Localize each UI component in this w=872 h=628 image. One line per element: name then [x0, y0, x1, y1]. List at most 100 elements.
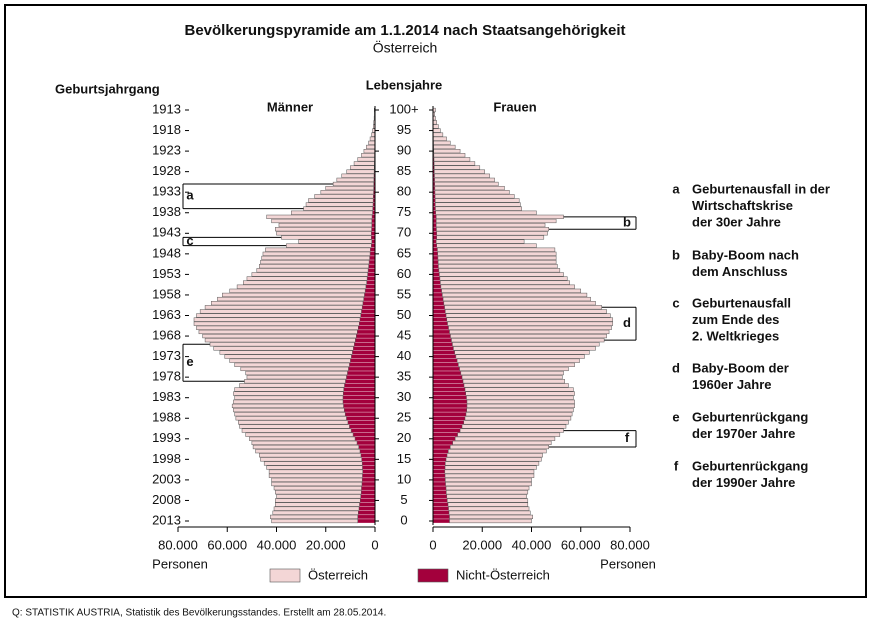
- bar: [262, 251, 371, 256]
- note-text: Geburtenausfall: [692, 295, 791, 310]
- y-tick-label: 90: [397, 143, 411, 158]
- bar: [234, 412, 346, 417]
- bar: [433, 252, 438, 256]
- bar: [372, 210, 375, 215]
- note-text: Wirtschaftskrise: [692, 198, 793, 213]
- bar: [433, 404, 467, 408]
- bar: [346, 375, 375, 379]
- bar: [435, 214, 564, 219]
- bar: [268, 469, 363, 474]
- bar: [251, 440, 358, 446]
- bar: [370, 252, 375, 256]
- bar: [445, 457, 542, 462]
- bar: [373, 186, 375, 190]
- bar: [433, 136, 447, 141]
- bar: [359, 321, 375, 326]
- bar: [362, 305, 375, 310]
- y2-tick-label: 1998: [152, 451, 181, 466]
- bar: [433, 313, 447, 318]
- bar: [359, 449, 375, 453]
- bar: [440, 280, 570, 285]
- bar: [451, 338, 605, 343]
- bar: [286, 243, 372, 248]
- y-tick-label: 5: [400, 492, 407, 507]
- bar: [345, 379, 375, 384]
- bar: [433, 424, 463, 429]
- bar: [350, 165, 375, 170]
- bar: [433, 288, 442, 293]
- bar: [229, 358, 351, 363]
- y-tick-label: 60: [397, 266, 411, 281]
- bar: [436, 243, 537, 248]
- bar: [349, 424, 375, 429]
- bar: [373, 202, 375, 207]
- y-tick-label: 75: [397, 204, 411, 219]
- note-text: Baby-Boom der: [692, 360, 789, 375]
- bar: [458, 362, 575, 367]
- note-letter: a: [672, 181, 680, 196]
- bar: [433, 198, 436, 203]
- bar: [437, 255, 557, 261]
- bar: [204, 338, 356, 343]
- bar: [463, 420, 569, 425]
- bar: [193, 317, 361, 322]
- bar: [433, 280, 441, 285]
- bar: [371, 243, 375, 248]
- bar: [365, 284, 375, 289]
- bar: [449, 514, 533, 519]
- bar: [446, 453, 543, 458]
- bar: [433, 144, 456, 150]
- bar: [433, 132, 444, 137]
- bar: [433, 284, 441, 289]
- bar: [236, 284, 367, 289]
- y2-tick-label: 1958: [152, 286, 181, 301]
- legend-label: Nicht-Österreich: [456, 567, 550, 582]
- bar: [435, 239, 525, 244]
- bar: [433, 247, 438, 252]
- bar: [224, 354, 352, 359]
- bar: [433, 473, 446, 478]
- bar: [353, 346, 375, 351]
- bar: [433, 498, 448, 503]
- bar: [441, 288, 581, 293]
- bar: [320, 190, 374, 195]
- bar: [343, 391, 375, 396]
- x-tick-label: 20.000: [462, 537, 502, 552]
- bar: [255, 449, 361, 454]
- bar: [369, 136, 376, 141]
- bar: [436, 235, 545, 240]
- bar: [238, 420, 349, 425]
- bar: [275, 490, 362, 495]
- bar: [275, 227, 372, 232]
- bar: [461, 424, 567, 429]
- bar: [360, 498, 375, 503]
- bar: [448, 449, 547, 454]
- bar: [433, 367, 460, 371]
- note-text: Geburtenrückgang: [692, 409, 808, 424]
- chart-title: Bevölkerungspyramide am 1.1.2014 nach St…: [184, 22, 625, 39]
- note-text: Geburtenausfall in der: [692, 181, 830, 196]
- bar: [353, 161, 375, 166]
- y2-tick-label: 1963: [152, 307, 181, 322]
- bar: [433, 395, 467, 400]
- bar: [455, 354, 585, 359]
- bar: [433, 379, 464, 384]
- bar: [433, 297, 444, 301]
- bar: [276, 231, 372, 236]
- bar: [271, 518, 359, 524]
- bar: [447, 502, 529, 507]
- x-tick-label: 40.000: [512, 537, 552, 552]
- y-tick-label: 0: [400, 512, 407, 527]
- bar: [370, 247, 375, 252]
- bar: [440, 284, 575, 289]
- bar: [439, 276, 568, 281]
- bar: [433, 486, 447, 490]
- bar: [217, 296, 364, 302]
- legend-swatch: [417, 568, 449, 583]
- y2-tick-label: 1918: [152, 122, 181, 137]
- bar: [350, 358, 375, 363]
- bar: [443, 301, 596, 306]
- bar: [373, 190, 375, 195]
- x-tick-label: 40.000: [257, 537, 297, 552]
